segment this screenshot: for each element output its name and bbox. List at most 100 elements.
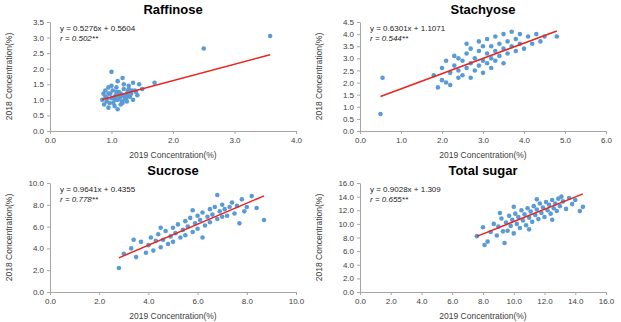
y-tick: 2.0 xyxy=(33,266,50,275)
x-tick: 2.0 xyxy=(437,131,449,145)
point xyxy=(489,66,494,71)
y-tick-mark xyxy=(357,107,360,108)
marks xyxy=(117,193,267,271)
y-axis-line xyxy=(360,184,361,293)
x-tick-mark xyxy=(112,131,113,134)
y-tick-mark xyxy=(47,131,50,132)
x-tick: 4.0 xyxy=(291,131,303,145)
x-axis-title: 2019 Concentration(%) xyxy=(129,311,217,321)
y-tick-label: 3.0 xyxy=(343,54,355,63)
y-tick: 2.0 xyxy=(343,274,360,283)
x-tick-label: 6.0 xyxy=(447,297,459,306)
x-tick: 0.0 xyxy=(45,292,57,306)
point xyxy=(158,225,163,230)
x-tick-mark xyxy=(296,131,297,134)
x-tick: 2.0 xyxy=(386,292,398,306)
chart-title: Stachyose xyxy=(450,2,515,17)
point xyxy=(511,231,516,236)
point xyxy=(125,94,130,99)
y-tick: 8.0 xyxy=(33,201,50,210)
point xyxy=(139,240,144,245)
x-tick-label: 4.0 xyxy=(291,136,303,145)
annotation: r = 0.655** xyxy=(370,195,409,204)
point xyxy=(200,210,205,215)
y-tick-mark xyxy=(47,183,50,184)
y-tick-mark xyxy=(357,210,360,211)
marks xyxy=(475,194,586,247)
y-tick: 1.5 xyxy=(343,91,360,100)
point xyxy=(444,80,449,85)
point xyxy=(210,212,215,217)
chart-title: Total sugar xyxy=(448,163,517,178)
y-tick-mark xyxy=(47,84,50,85)
point xyxy=(538,201,543,206)
annotation: y = 0.9641x + 0.4355 xyxy=(60,185,136,194)
point xyxy=(149,235,154,240)
point xyxy=(120,99,125,104)
y-tick: 3.5 xyxy=(343,42,360,51)
x-tick: 6.0 xyxy=(447,292,459,306)
x-tick: 12.0 xyxy=(537,292,553,306)
y-tick-mark xyxy=(357,183,360,184)
y-tick-label: 0.0 xyxy=(33,288,45,297)
y-tick-mark xyxy=(47,248,50,249)
y-tick-mark xyxy=(357,197,360,198)
y-tick: 4.0 xyxy=(33,244,50,253)
point xyxy=(120,76,125,81)
y-tick-label: 12.0 xyxy=(338,206,354,215)
annotation: y = 0.9028x + 1.309 xyxy=(370,185,441,194)
point xyxy=(183,219,188,224)
point xyxy=(507,213,512,218)
y-tick: 0.0 xyxy=(343,127,360,136)
point xyxy=(108,91,113,96)
y-tick-mark xyxy=(357,265,360,266)
y-tick-label: 1.5 xyxy=(33,80,45,89)
x-tick-label: 1.0 xyxy=(106,136,118,145)
x-tick: 3.0 xyxy=(478,131,490,145)
point xyxy=(485,239,490,244)
y-tick-label: 3.5 xyxy=(33,18,45,27)
x-axis: 0.01.02.03.04.0 xyxy=(45,131,303,145)
x-tick-mark xyxy=(524,131,525,134)
point xyxy=(509,29,514,34)
y-tick-label: 3.0 xyxy=(33,34,45,43)
x-tick-mark xyxy=(606,131,607,134)
point xyxy=(511,205,516,210)
x-tick-label: 1.0 xyxy=(396,136,408,145)
y-axis-line xyxy=(50,23,51,132)
point xyxy=(249,194,254,199)
y-tick: 3.5 xyxy=(33,18,50,27)
x-tick-label: 2.0 xyxy=(386,297,398,306)
point xyxy=(122,82,127,87)
y-tick: 8.0 xyxy=(343,234,360,243)
y-tick: 1.0 xyxy=(343,103,360,112)
y-tick-label: 1.0 xyxy=(33,96,45,105)
point xyxy=(497,54,502,59)
x-tick: 8.0 xyxy=(242,292,254,306)
point xyxy=(493,58,498,63)
point xyxy=(499,216,504,221)
y-tick-mark xyxy=(47,38,50,39)
point xyxy=(112,98,117,103)
x-tick-mark xyxy=(565,131,566,134)
x-tick-label: 3.0 xyxy=(478,136,490,145)
x-tick-mark xyxy=(235,131,236,134)
x-tick-mark xyxy=(198,292,199,295)
point xyxy=(564,207,569,212)
x-tick-label: 0.0 xyxy=(45,297,57,306)
point xyxy=(190,230,195,235)
x-tick-mark xyxy=(442,131,443,134)
point xyxy=(131,80,136,85)
x-tick-mark xyxy=(296,292,297,295)
plot-area: 0.01.02.03.04.05.06.00.00.51.01.52.02.53… xyxy=(343,18,613,145)
y-tick: 0.0 xyxy=(33,288,50,297)
x-tick-label: 0.0 xyxy=(355,297,367,306)
point xyxy=(378,112,383,117)
y-tick-mark xyxy=(47,270,50,271)
y-tick-label: 3.5 xyxy=(343,42,355,51)
point xyxy=(440,66,445,71)
point xyxy=(482,243,487,248)
y-tick-mark xyxy=(357,278,360,279)
point xyxy=(137,82,142,87)
y-tick-mark xyxy=(47,115,50,116)
